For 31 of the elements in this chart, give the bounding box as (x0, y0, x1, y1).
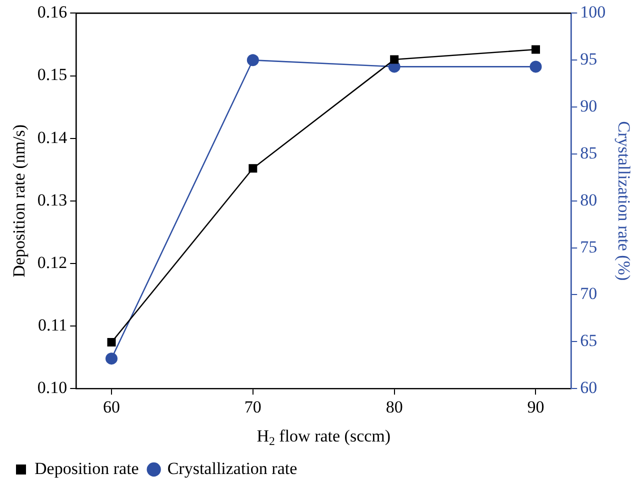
point (532, 45, 540, 54)
y2-tick-label: 70 (580, 284, 598, 304)
y-tick-label: 0.11 (38, 316, 68, 334)
point (390, 55, 399, 64)
y2-tick-label: 65 (580, 331, 598, 350)
y-tick-label: 0.13 (37, 190, 68, 210)
legend-label: Deposition rate (34, 458, 139, 478)
point (248, 164, 258, 173)
y2-axis-title: Crystallization rate (%) (614, 121, 634, 281)
y-tick-label: 0.15 (37, 65, 68, 84)
point (530, 60, 542, 73)
point (107, 338, 116, 347)
y2-tick-label: 95 (580, 50, 598, 69)
y-tick-label: 0.10 (37, 378, 68, 398)
y2-tick-label: 80 (580, 190, 598, 210)
y2-tick-label: 75 (580, 237, 598, 256)
y-axis-title: Deposition rate (nm/s) (10, 124, 29, 278)
point (106, 352, 118, 365)
y-tick-label: 0.12 (37, 252, 68, 272)
y2-tick-label: 90 (580, 96, 598, 116)
y2-tick-label: 85 (580, 143, 598, 162)
x-tick-label: 70 (244, 397, 262, 416)
point (246, 54, 259, 66)
y-tick-label: 0.14 (37, 128, 68, 147)
x-tick-label: 80 (386, 397, 403, 416)
y-tick-label: 0.16 (37, 2, 68, 22)
y2-tick-label: 100 (580, 2, 606, 22)
x-tick-label: 60 (103, 397, 120, 416)
x-tick-label: 90 (527, 397, 544, 416)
y2-tick-label: 60 (580, 378, 598, 398)
legend-label: Crystallization rate (167, 458, 298, 478)
